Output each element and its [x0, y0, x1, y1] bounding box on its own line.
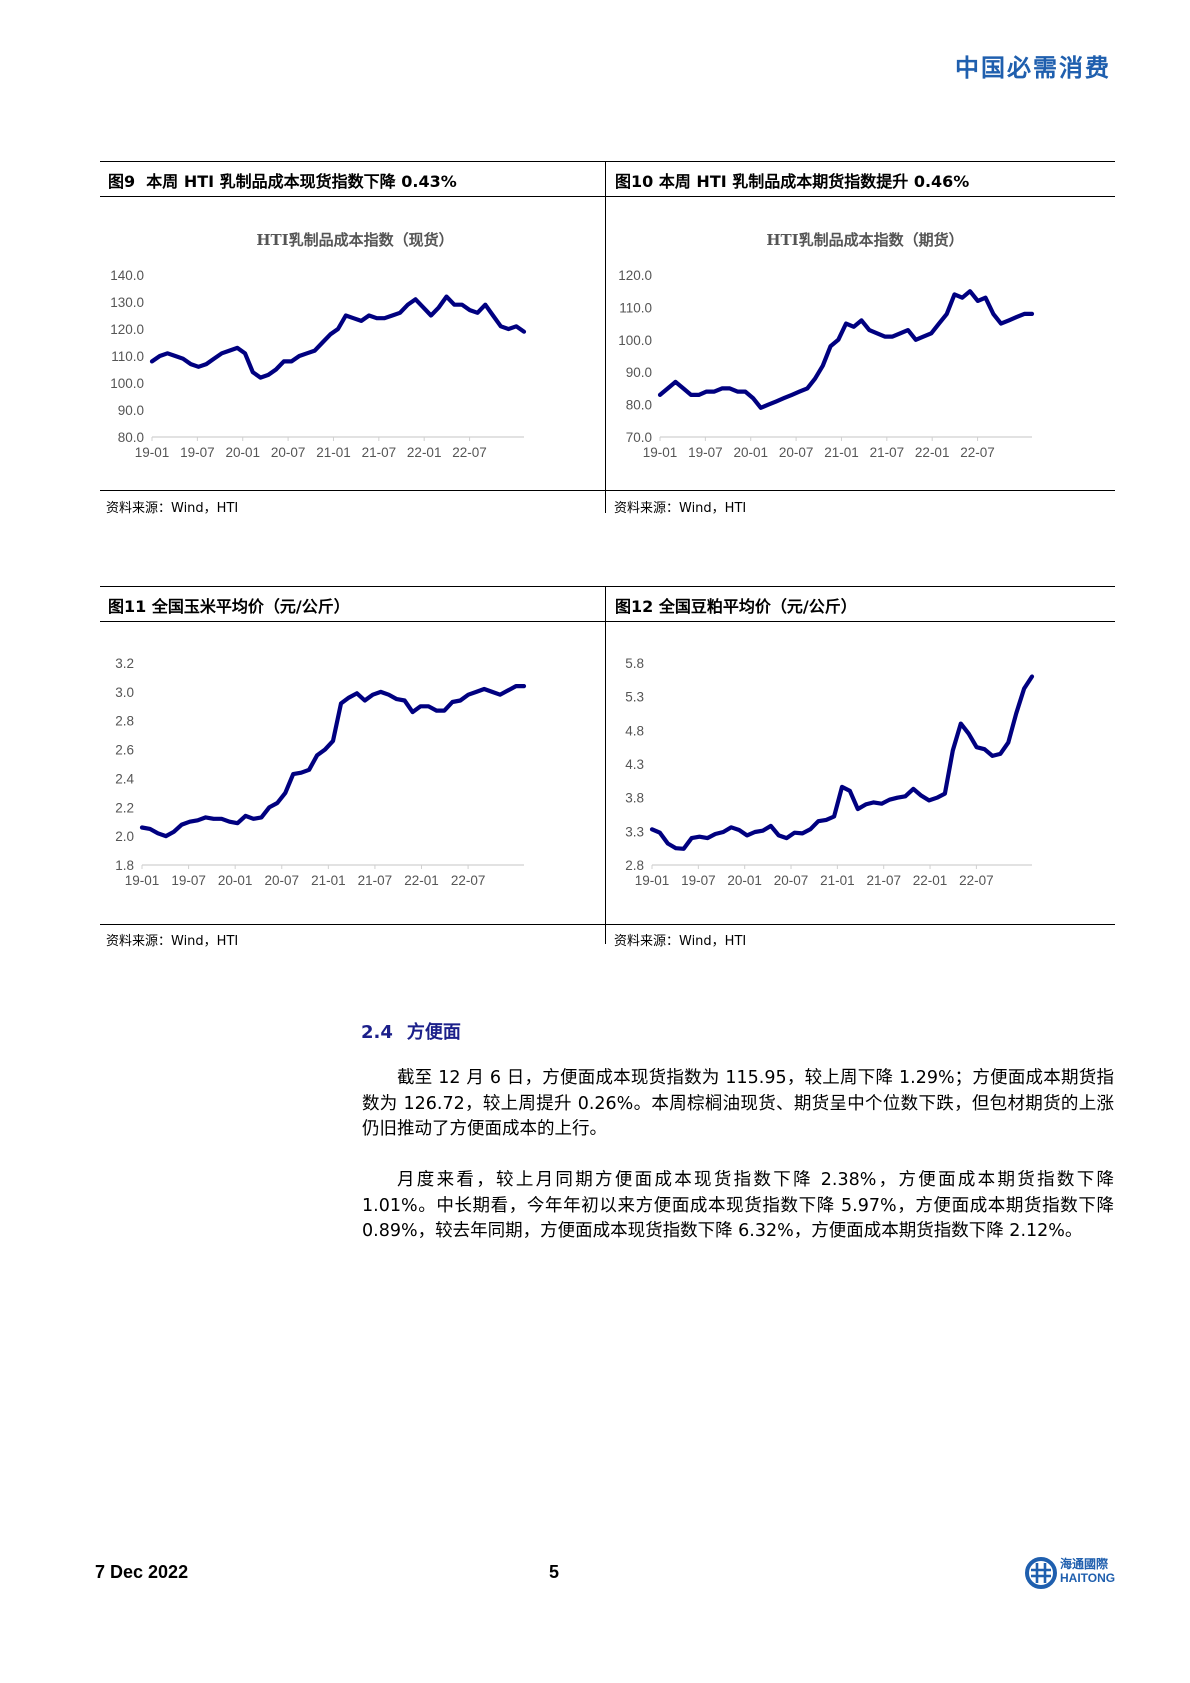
x-tick-label: 22-07 — [452, 445, 487, 460]
figure-12-caption: 图12 全国豆粕平均价（元/公斤） — [615, 597, 857, 616]
x-tick-label: 19-01 — [135, 445, 170, 460]
y-tick-label: 80.0 — [626, 398, 652, 413]
y-tick-label: 3.3 — [625, 824, 644, 839]
data-line — [649, 674, 1035, 851]
x-tick-label: 21-01 — [311, 873, 346, 888]
x-tick-label: 20-07 — [774, 873, 809, 888]
y-tick-label: 80.0 — [118, 430, 144, 445]
x-tick-label: 19-01 — [125, 873, 160, 888]
y-tick-label: 2.4 — [115, 771, 134, 786]
y-tick-label: 2.2 — [115, 800, 134, 815]
y-tick-label: 4.3 — [625, 757, 644, 772]
x-tick-label: 22-07 — [960, 445, 995, 460]
figure-10-caption: 图10 本周 HTI 乳制品成本期货指数提升 0.46% — [615, 172, 970, 191]
x-tick-label: 19-01 — [635, 873, 670, 888]
x-tick-label: 22-01 — [404, 873, 439, 888]
logo-text-cn: 海通國際 — [1060, 1557, 1109, 1571]
figure-10-line-chart: 120.0 110.0 100.0 90.0 80.0 70.019-01 19-07 20-… — [618, 268, 1035, 460]
x-tick-label: 22-01 — [915, 445, 950, 460]
x-tick-label: 19-07 — [688, 445, 723, 460]
x-tick-label: 21-07 — [358, 873, 393, 888]
section-paragraph-2: 月度来看，较上月同期方便面成本现货指数下降 2.38%，方便面成本期货指数下降 … — [362, 1170, 1114, 1241]
y-tick-label: 5.8 — [625, 656, 644, 671]
figure-12-line-chart: 5.8 5.3 4.8 4.3 3.8 3.3 2.819-01 19-07 20-01 20-0… — [625, 656, 1035, 888]
figure-top-rule — [100, 586, 1115, 587]
haitong-emblem-icon — [1025, 1557, 1057, 1589]
figure-column-divider — [605, 161, 606, 513]
x-tick-label: 20-01 — [218, 873, 253, 888]
y-tick-label: 2.8 — [115, 714, 134, 729]
x-tick-label: 20-07 — [264, 873, 299, 888]
y-tick-label: 5.3 — [625, 690, 644, 705]
y-tick-label: 70.0 — [626, 430, 652, 445]
x-tick-label: 21-07 — [362, 445, 397, 460]
y-tick-label: 90.0 — [118, 403, 144, 418]
y-tick-label: 120.0 — [618, 268, 652, 283]
figure-source-rule — [100, 490, 1115, 491]
x-tick-label: 19-01 — [643, 445, 678, 460]
x-tick-label: 22-07 — [959, 873, 994, 888]
section-number: 2.4 — [361, 1022, 393, 1043]
figure-9-source: 资料来源：Wind，HTI — [106, 501, 239, 516]
y-tick-label: 120.0 — [110, 322, 144, 337]
section-title: 方便面 — [406, 1022, 461, 1043]
figure-11-line-chart: 3.2 3.0 2.8 2.6 2.4 2.2 2.0 1.819-01 19-07 20-01 2… — [115, 656, 527, 888]
haitong-logo: 海通國際 HAITONG — [1025, 1555, 1120, 1591]
x-tick-label: 21-01 — [316, 445, 351, 460]
figure-11-caption: 图11 全国玉米平均价（元/公斤） — [108, 597, 350, 616]
y-tick-label: 130.0 — [110, 295, 144, 310]
x-tick-label: 22-01 — [407, 445, 442, 460]
x-tick-label: 22-07 — [451, 873, 486, 888]
x-tick-label: 19-07 — [171, 873, 206, 888]
section-paragraph-1: 截至 12 月 6 日，方便面成本现货指数为 115.95，较上周下降 1.29… — [362, 1068, 1114, 1139]
figure-11-source: 资料来源：Wind，HTI — [106, 934, 239, 949]
data-line — [657, 289, 1035, 410]
y-tick-label: 3.8 — [625, 791, 644, 806]
y-tick-label: 100.0 — [618, 333, 652, 348]
x-tick-label: 19-07 — [180, 445, 215, 460]
y-tick-label: 110.0 — [111, 349, 144, 364]
y-tick-label: 4.8 — [625, 723, 644, 738]
x-tick-label: 22-01 — [913, 873, 948, 888]
y-tick-label: 3.2 — [115, 656, 134, 671]
y-tick-label: 3.0 — [115, 685, 134, 700]
page-number: 5 — [549, 1562, 560, 1582]
x-tick-label: 20-07 — [779, 445, 814, 460]
y-tick-label: 110.0 — [619, 300, 652, 315]
x-tick-label: 20-01 — [727, 873, 762, 888]
data-line — [149, 294, 527, 380]
x-tick-label: 20-07 — [271, 445, 306, 460]
figure-12-source: 资料来源：Wind，HTI — [614, 934, 747, 949]
y-tick-label: 140.0 — [110, 268, 144, 283]
x-tick-label: 21-07 — [870, 445, 905, 460]
x-tick-label: 21-07 — [866, 873, 901, 888]
figure-9-caption: 图9 本周 HTI 乳制品成本现货指数下降 0.43% — [108, 172, 457, 191]
x-tick-label: 21-01 — [820, 873, 855, 888]
logo-text-en: HAITONG — [1060, 1571, 1116, 1585]
x-tick-label: 20-01 — [733, 445, 768, 460]
figure-caption-rule — [100, 621, 1115, 622]
figure-9-chart-title: HTI乳制品成本指数（现货） — [256, 231, 454, 249]
report-header-title: 中国必需消费 — [955, 54, 1111, 82]
figure-10-source: 资料来源：Wind，HTI — [614, 501, 747, 516]
y-tick-label: 2.6 — [115, 743, 134, 758]
x-tick-label: 19-07 — [681, 873, 716, 888]
y-tick-label: 1.8 — [115, 858, 134, 873]
data-line — [139, 683, 527, 839]
y-tick-label: 100.0 — [110, 376, 144, 391]
figure-column-divider — [605, 586, 606, 944]
x-tick-label: 21-01 — [824, 445, 859, 460]
y-tick-label: 2.8 — [625, 858, 644, 873]
figure-top-rule — [100, 161, 1115, 162]
figure-10-chart-title: HTI乳制品成本指数（期货） — [766, 231, 964, 249]
y-tick-label: 2.0 — [115, 829, 134, 844]
figure-caption-rule — [100, 196, 1115, 197]
footer-date: 7 Dec 2022 — [95, 1562, 189, 1582]
figure-9-line-chart: 140.0 130.0 120.0 110.0 100.0 90.0 80.019-01 19… — [110, 268, 527, 460]
x-tick-label: 20-01 — [225, 445, 260, 460]
figure-source-rule — [100, 924, 1115, 925]
section-heading: 2.4 方便面 — [361, 1018, 475, 1044]
y-tick-label: 90.0 — [626, 365, 652, 380]
